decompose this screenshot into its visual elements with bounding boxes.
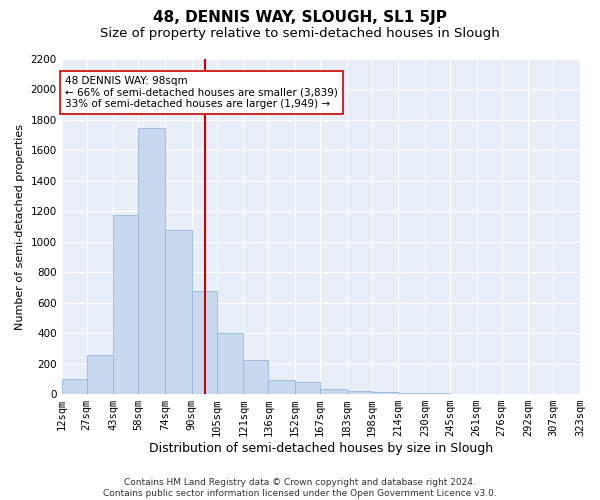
Bar xyxy=(139,128,165,394)
Bar xyxy=(268,380,295,394)
Bar xyxy=(398,392,425,394)
Bar xyxy=(347,391,371,394)
Bar xyxy=(295,382,320,394)
X-axis label: Distribution of semi-detached houses by size in Slough: Distribution of semi-detached houses by … xyxy=(149,442,493,455)
Text: 48, DENNIS WAY, SLOUGH, SL1 5JP: 48, DENNIS WAY, SLOUGH, SL1 5JP xyxy=(153,10,447,25)
Bar xyxy=(113,215,139,394)
Bar xyxy=(165,230,191,394)
Text: Size of property relative to semi-detached houses in Slough: Size of property relative to semi-detach… xyxy=(100,28,500,40)
Bar xyxy=(244,360,268,394)
Bar xyxy=(217,333,244,394)
Text: 48 DENNIS WAY: 98sqm
← 66% of semi-detached houses are smaller (3,839)
33% of se: 48 DENNIS WAY: 98sqm ← 66% of semi-detac… xyxy=(65,76,338,109)
Bar xyxy=(371,392,398,394)
Bar xyxy=(320,389,347,394)
Bar xyxy=(62,379,86,394)
Bar xyxy=(86,355,113,394)
Y-axis label: Number of semi-detached properties: Number of semi-detached properties xyxy=(15,124,25,330)
Text: Contains HM Land Registry data © Crown copyright and database right 2024.
Contai: Contains HM Land Registry data © Crown c… xyxy=(103,478,497,498)
Bar xyxy=(191,292,217,394)
